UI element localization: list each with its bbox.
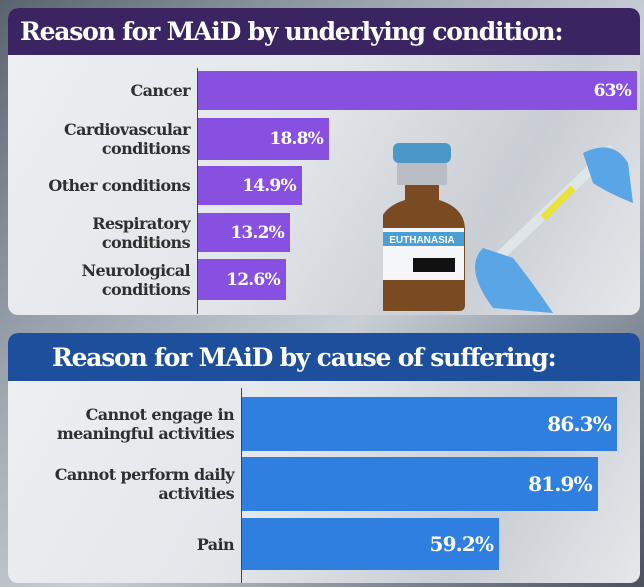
bar: 18.8% — [198, 118, 329, 160]
value-label: 59.2% — [429, 532, 495, 556]
vial-label: EUTHANASIA — [389, 235, 455, 246]
bar: 59.2% — [242, 518, 500, 570]
category-label-line: Other conditions — [48, 176, 190, 195]
bar: 63% — [198, 71, 637, 110]
category-label: Respiratory conditions — [10, 213, 190, 252]
category-label-line: conditions — [101, 139, 191, 158]
category-label-line: activities — [158, 484, 234, 503]
category-label: Cannot engage in meaningful activities — [9, 397, 235, 451]
category-label-line: Cancer — [130, 81, 191, 100]
euthanasia-vial-syringe-image: EUTHANASIA — [383, 143, 633, 313]
category-label: Other conditions — [10, 166, 190, 205]
value-label: 18.8% — [269, 129, 323, 149]
category-label-line: conditions — [101, 279, 191, 299]
value-label: 14.9% — [242, 175, 296, 196]
value-label: 86.3% — [547, 412, 612, 436]
y-axis-line — [241, 388, 242, 583]
category-label-line: Cannot engage in — [85, 405, 235, 424]
underlying-condition-panel: Reason for MAiD by underlying condition:… — [8, 8, 640, 315]
category-label-line: conditions — [101, 232, 191, 252]
chart-title: Reason for MAiD by cause of suffering: — [8, 333, 640, 381]
bar: 12.6% — [198, 259, 286, 300]
category-label-line: Neurological — [81, 260, 190, 280]
bar: 13.2% — [198, 213, 290, 252]
cause-of-suffering-panel: Reason for MAiD by cause of suffering: C… — [8, 333, 640, 583]
category-label: Cannot perform daily activities — [9, 457, 235, 511]
chart-title: Reason for MAiD by underlying condition: — [8, 8, 640, 55]
value-label: 13.2% — [230, 222, 284, 243]
value-label: 81.9% — [528, 472, 593, 496]
value-label: 63% — [593, 80, 632, 101]
category-label-line: meaningful activities — [56, 424, 235, 443]
category-label-line: Pain — [196, 534, 235, 554]
y-axis-line — [197, 68, 198, 314]
category-label: Cardiovascular conditions — [10, 118, 191, 160]
category-label: Pain — [9, 518, 235, 570]
category-label: Cancer — [10, 71, 191, 110]
value-label: 12.6% — [226, 269, 280, 290]
category-label-line: Respiratory — [92, 213, 190, 233]
category-label-line: Cannot perform daily — [54, 465, 235, 484]
bar: 14.9% — [198, 166, 302, 205]
category-label-line: Cardiovascular — [64, 120, 191, 139]
category-label: Neurological conditions — [10, 259, 190, 300]
bar: 81.9% — [242, 457, 598, 511]
bar: 86.3% — [242, 397, 617, 451]
